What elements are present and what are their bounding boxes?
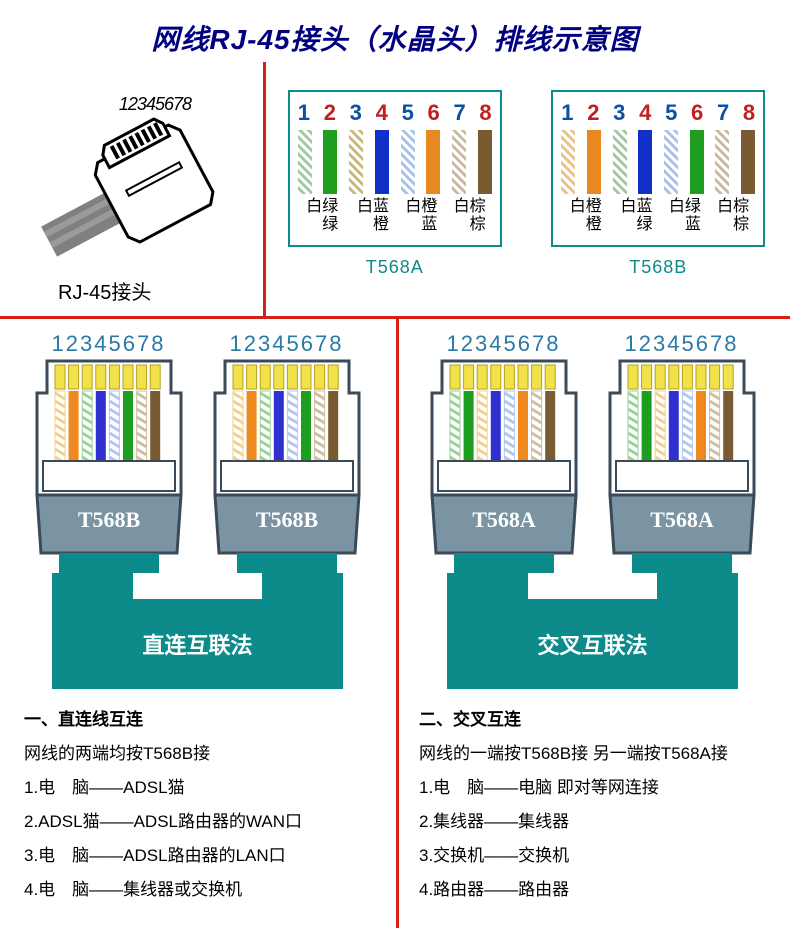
right-conn1-icon: T568A: [424, 359, 584, 573]
t568a-stripes: [296, 130, 494, 194]
desc-line: 4.路由器——路由器: [419, 873, 768, 907]
left-desc-sub: 网线的两端均按T568B接: [24, 737, 373, 771]
desc-line: 4.电 脑——集线器或交换机: [24, 873, 373, 907]
crossover-method: 12345678 T568A 12345678 T568A 交叉互联法 二、交叉…: [395, 319, 790, 938]
rj45-plug-icon: [10, 92, 240, 272]
svg-text:T568B: T568B: [77, 507, 140, 532]
svg-text:T568A: T568A: [650, 507, 714, 532]
desc-line: 2.ADSL猫——ADSL路由器的WAN口: [24, 805, 373, 839]
t568a-caption: T568A: [288, 257, 502, 278]
t568b-labels: 白橙 橙白蓝 绿白绿 蓝白棕 棕: [559, 194, 757, 235]
left-conn1-pins: 12345678: [29, 331, 189, 359]
right-description: 二、交叉互连 网线的一端按T568B接 另一端按T568A接 1.电 脑——电脑…: [403, 689, 782, 907]
left-conn2-icon: T568B: [207, 359, 367, 573]
standard-t568b: 12345678 白橙 橙白蓝 绿白绿 蓝白棕 棕 T568B: [551, 90, 765, 278]
standard-t568a: 12345678 白绿 绿白蓝 橙白橙 蓝白棕 棕 T568A: [288, 90, 502, 278]
right-conn2-pins: 12345678: [602, 331, 762, 359]
svg-text:T568B: T568B: [255, 507, 318, 532]
plug-caption: RJ-45接头: [58, 276, 151, 305]
right-conn1-pins: 12345678: [424, 331, 584, 359]
right-bridge-label: 交叉互联法: [447, 599, 738, 689]
t568a-pin-numbers: 12345678: [296, 100, 494, 130]
left-bridge-label: 直连互联法: [52, 599, 343, 689]
desc-line: 3.交换机——交换机: [419, 839, 768, 873]
left-desc-title: 一、直连线互连: [24, 703, 373, 737]
straight-method: 12345678 T568B 12345678 T568B 直连互联法 一、直连…: [0, 319, 395, 938]
left-description: 一、直连线互连 网线的两端均按T568B接 1.电 脑——ADSL猫2.ADSL…: [8, 689, 387, 907]
desc-line: 3.电 脑——ADSL路由器的LAN口: [24, 839, 373, 873]
t568b-stripes: [559, 130, 757, 194]
t568b-caption: T568B: [551, 257, 765, 278]
right-conn2-icon: T568A: [602, 359, 762, 573]
left-conn2-pins: 12345678: [207, 331, 367, 359]
desc-line: 1.电 脑——ADSL猫: [24, 771, 373, 805]
desc-line: 2.集线器——集线器: [419, 805, 768, 839]
right-desc-sub: 网线的一端按T568B接 另一端按T568A接: [419, 737, 768, 771]
desc-line: 1.电 脑——电脑 即对等网连接: [419, 771, 768, 805]
svg-text:T568A: T568A: [472, 507, 536, 532]
left-conn1-icon: T568B: [29, 359, 189, 573]
t568b-pin-numbers: 12345678: [559, 100, 757, 130]
rj45-plug-cell: 12345678 RJ-45接头: [0, 62, 263, 316]
t568a-labels: 白绿 绿白蓝 橙白橙 蓝白棕 棕: [296, 194, 494, 235]
right-desc-title: 二、交叉互连: [419, 703, 768, 737]
